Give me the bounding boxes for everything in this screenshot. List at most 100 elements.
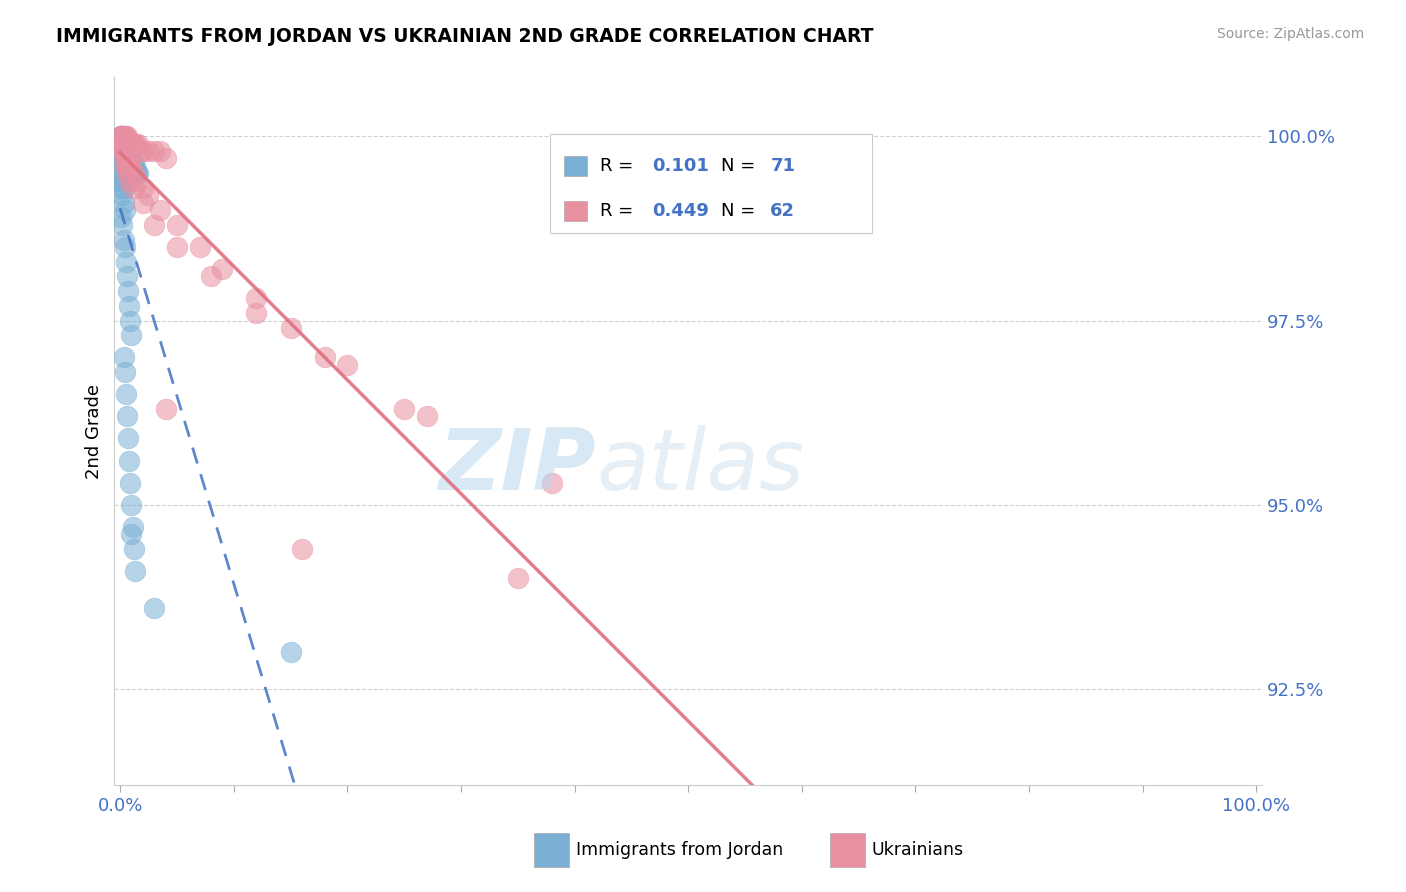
Point: [112, 136, 135, 151]
Point: [125, 166, 148, 180]
Point: [392, 402, 415, 417]
Point: [114, 144, 136, 158]
Point: [121, 520, 143, 534]
Point: [112, 152, 135, 166]
Point: [121, 159, 143, 173]
Point: [114, 152, 136, 166]
Point: [110, 136, 132, 151]
Point: [120, 136, 142, 151]
Point: [188, 240, 211, 254]
Point: [120, 498, 142, 512]
Point: [112, 152, 135, 166]
Point: [112, 181, 135, 195]
Point: [280, 645, 302, 659]
Point: [110, 166, 132, 180]
Point: [111, 173, 134, 187]
Point: [111, 129, 134, 144]
Text: ZIP: ZIP: [439, 425, 596, 508]
Point: [111, 144, 134, 158]
Point: [115, 136, 138, 151]
Point: [110, 136, 132, 151]
Point: [129, 144, 152, 158]
Point: [127, 166, 149, 180]
Point: [114, 387, 136, 401]
Point: [112, 129, 135, 144]
FancyBboxPatch shape: [564, 202, 586, 221]
Point: [120, 328, 142, 343]
Point: [115, 144, 138, 158]
Point: [118, 144, 141, 158]
Point: [127, 166, 149, 180]
Point: [122, 541, 145, 556]
Point: [112, 195, 135, 210]
Point: [114, 159, 136, 173]
Point: [155, 152, 177, 166]
Point: [114, 152, 136, 166]
Point: [121, 136, 143, 151]
Point: [120, 159, 142, 173]
Point: [112, 129, 135, 144]
Point: [124, 159, 146, 173]
Point: [114, 159, 136, 173]
Point: [149, 202, 172, 217]
Point: [114, 152, 136, 166]
Point: [111, 129, 134, 144]
Point: [124, 564, 146, 578]
Point: [117, 136, 139, 151]
Point: [114, 136, 136, 151]
Point: [149, 144, 172, 158]
Text: Source: ZipAtlas.com: Source: ZipAtlas.com: [1216, 27, 1364, 41]
Text: Immigrants from Jordan: Immigrants from Jordan: [576, 841, 783, 859]
Point: [114, 144, 136, 158]
Point: [114, 365, 136, 379]
Text: 71: 71: [770, 157, 796, 175]
Point: [115, 152, 138, 166]
Point: [120, 313, 142, 327]
Point: [111, 218, 134, 232]
Point: [245, 306, 267, 320]
Text: Ukrainians: Ukrainians: [872, 841, 965, 859]
Point: [111, 129, 134, 144]
Point: [132, 195, 155, 210]
Point: [245, 292, 267, 306]
Point: [200, 269, 222, 284]
Point: [110, 159, 132, 173]
Point: [125, 136, 148, 151]
Point: [143, 601, 166, 615]
Point: [111, 136, 134, 151]
Point: [118, 159, 141, 173]
Point: [112, 144, 135, 158]
Text: R =: R =: [600, 202, 640, 220]
Point: [110, 129, 132, 144]
Point: [120, 136, 142, 151]
Point: [120, 475, 142, 490]
Text: 0.449: 0.449: [652, 202, 709, 220]
Point: [291, 541, 314, 556]
Text: N =: N =: [721, 202, 761, 220]
Text: atlas: atlas: [596, 425, 804, 508]
Point: [336, 358, 359, 372]
Point: [132, 144, 155, 158]
Point: [122, 136, 145, 151]
Point: [110, 136, 132, 151]
Point: [115, 409, 138, 424]
Point: [120, 159, 142, 173]
Point: [114, 254, 136, 268]
Point: [115, 166, 138, 180]
Point: [110, 129, 132, 144]
Point: [118, 453, 141, 467]
Point: [127, 136, 149, 151]
Point: [314, 351, 336, 365]
Text: IMMIGRANTS FROM JORDAN VS UKRAINIAN 2ND GRADE CORRELATION CHART: IMMIGRANTS FROM JORDAN VS UKRAINIAN 2ND …: [56, 27, 873, 45]
Point: [416, 409, 439, 424]
Point: [280, 321, 302, 335]
Point: [166, 218, 188, 232]
Point: [138, 144, 160, 158]
Point: [155, 402, 177, 417]
Point: [111, 136, 134, 151]
Point: [122, 159, 145, 173]
Point: [132, 181, 155, 195]
Point: [111, 144, 134, 158]
Point: [110, 129, 132, 144]
Point: [117, 159, 139, 173]
